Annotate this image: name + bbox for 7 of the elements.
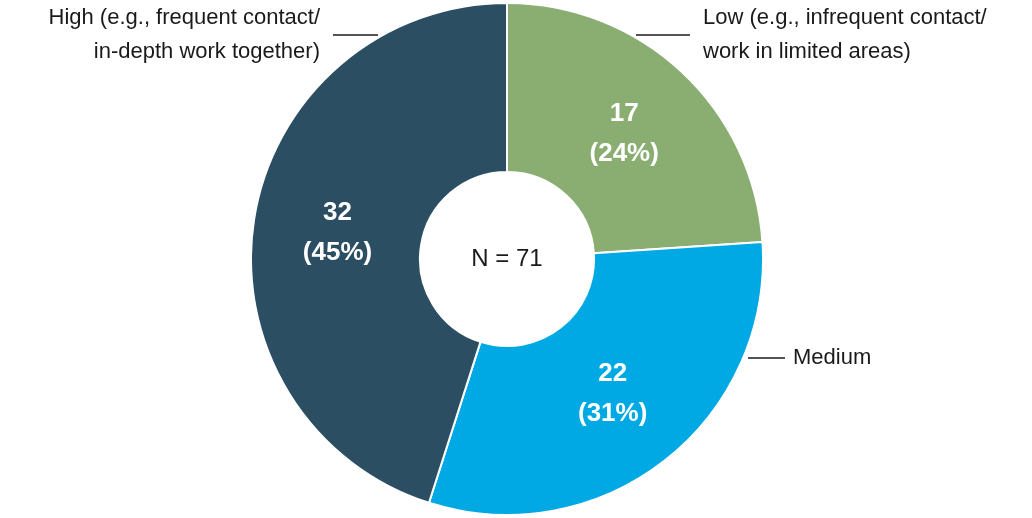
data-label: 32 (45%) — [302, 195, 373, 266]
data-label: 17 (24%) — [589, 96, 659, 167]
text: N = 71 — [471, 243, 543, 271]
data-label: 22 (31%) — [577, 357, 648, 428]
slice-label: High (e.g., frequent contact/ in-depth work together) — [48, 4, 321, 64]
slice-label: Low (e.g., infrequent contact/ work in limited areas) — [702, 4, 988, 64]
slice-label: Medium — [793, 344, 872, 370]
